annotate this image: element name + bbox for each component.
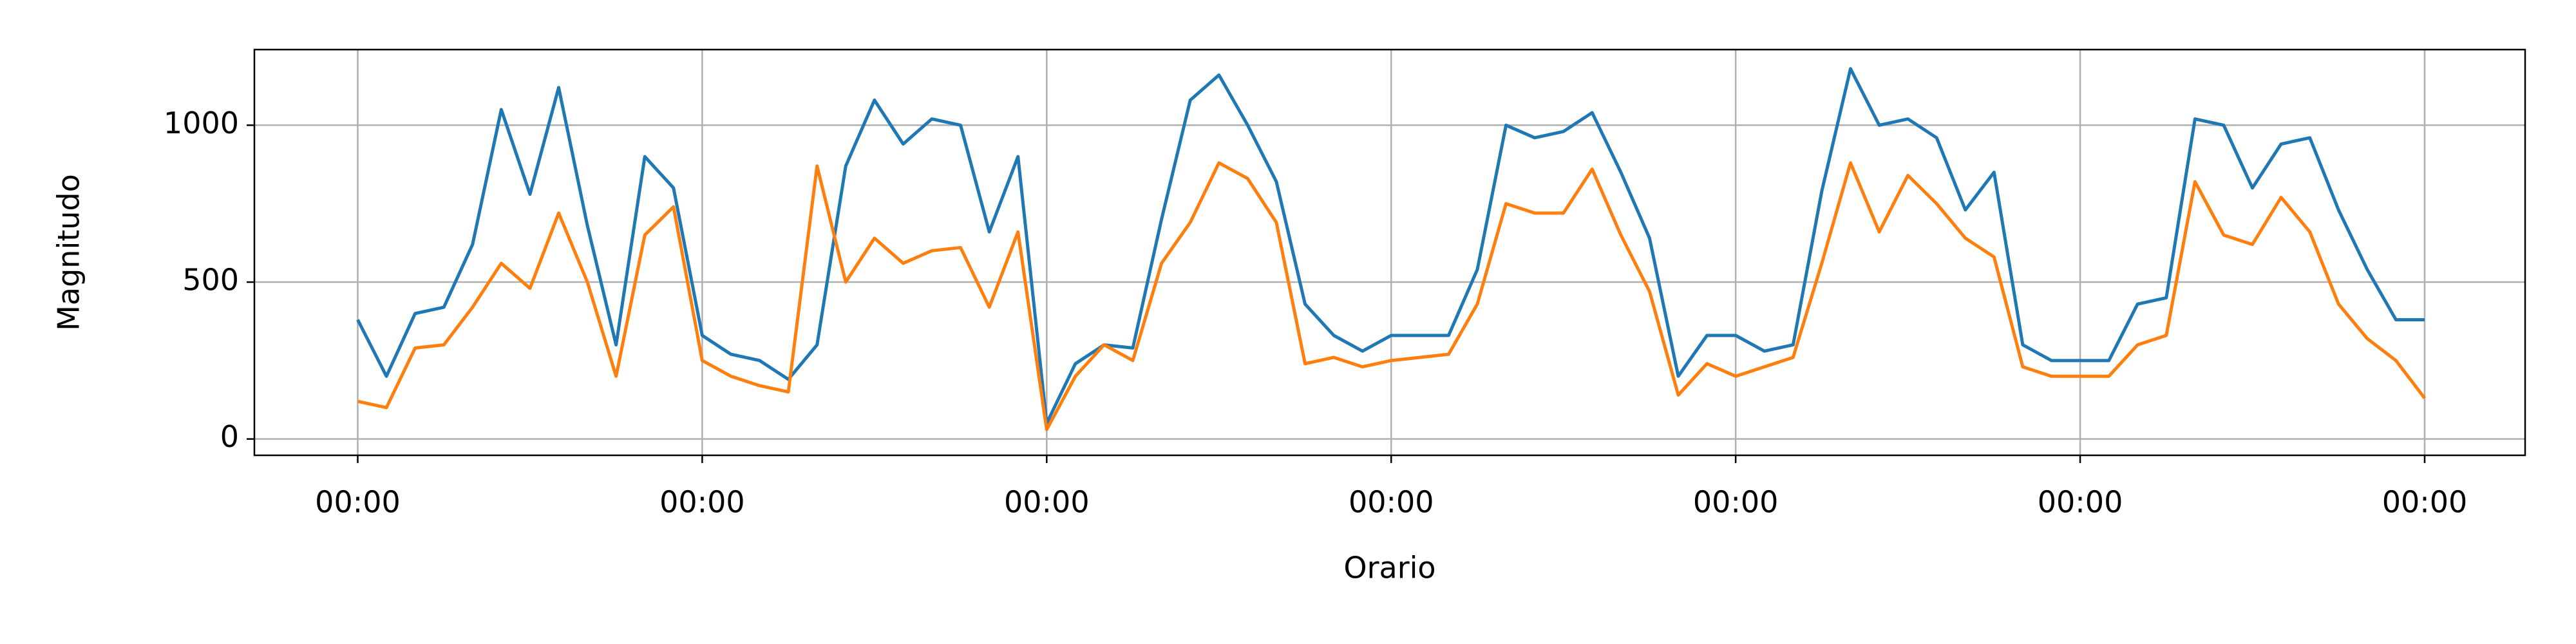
x-axis-label: Orario [1343, 551, 1435, 585]
y-tick-label: 0 [220, 419, 239, 454]
y-axis-label: Magnitudo [52, 174, 86, 331]
x-tick-label: 00:00 [2038, 485, 2123, 520]
series-line [356, 67, 2425, 425]
series-line [357, 161, 2426, 431]
plot-frame [253, 48, 2526, 457]
y-tick-label: 1000 [164, 106, 239, 140]
x-tick-label: 00:00 [2382, 485, 2468, 520]
x-tick-label: 00:00 [315, 485, 401, 520]
x-tick-label: 00:00 [659, 485, 745, 520]
x-tick-label: 00:00 [1004, 485, 1090, 520]
x-tick-label: 00:00 [1693, 485, 1779, 520]
y-tick-label: 500 [182, 263, 239, 298]
x-tick-label: 00:00 [1349, 485, 1434, 520]
